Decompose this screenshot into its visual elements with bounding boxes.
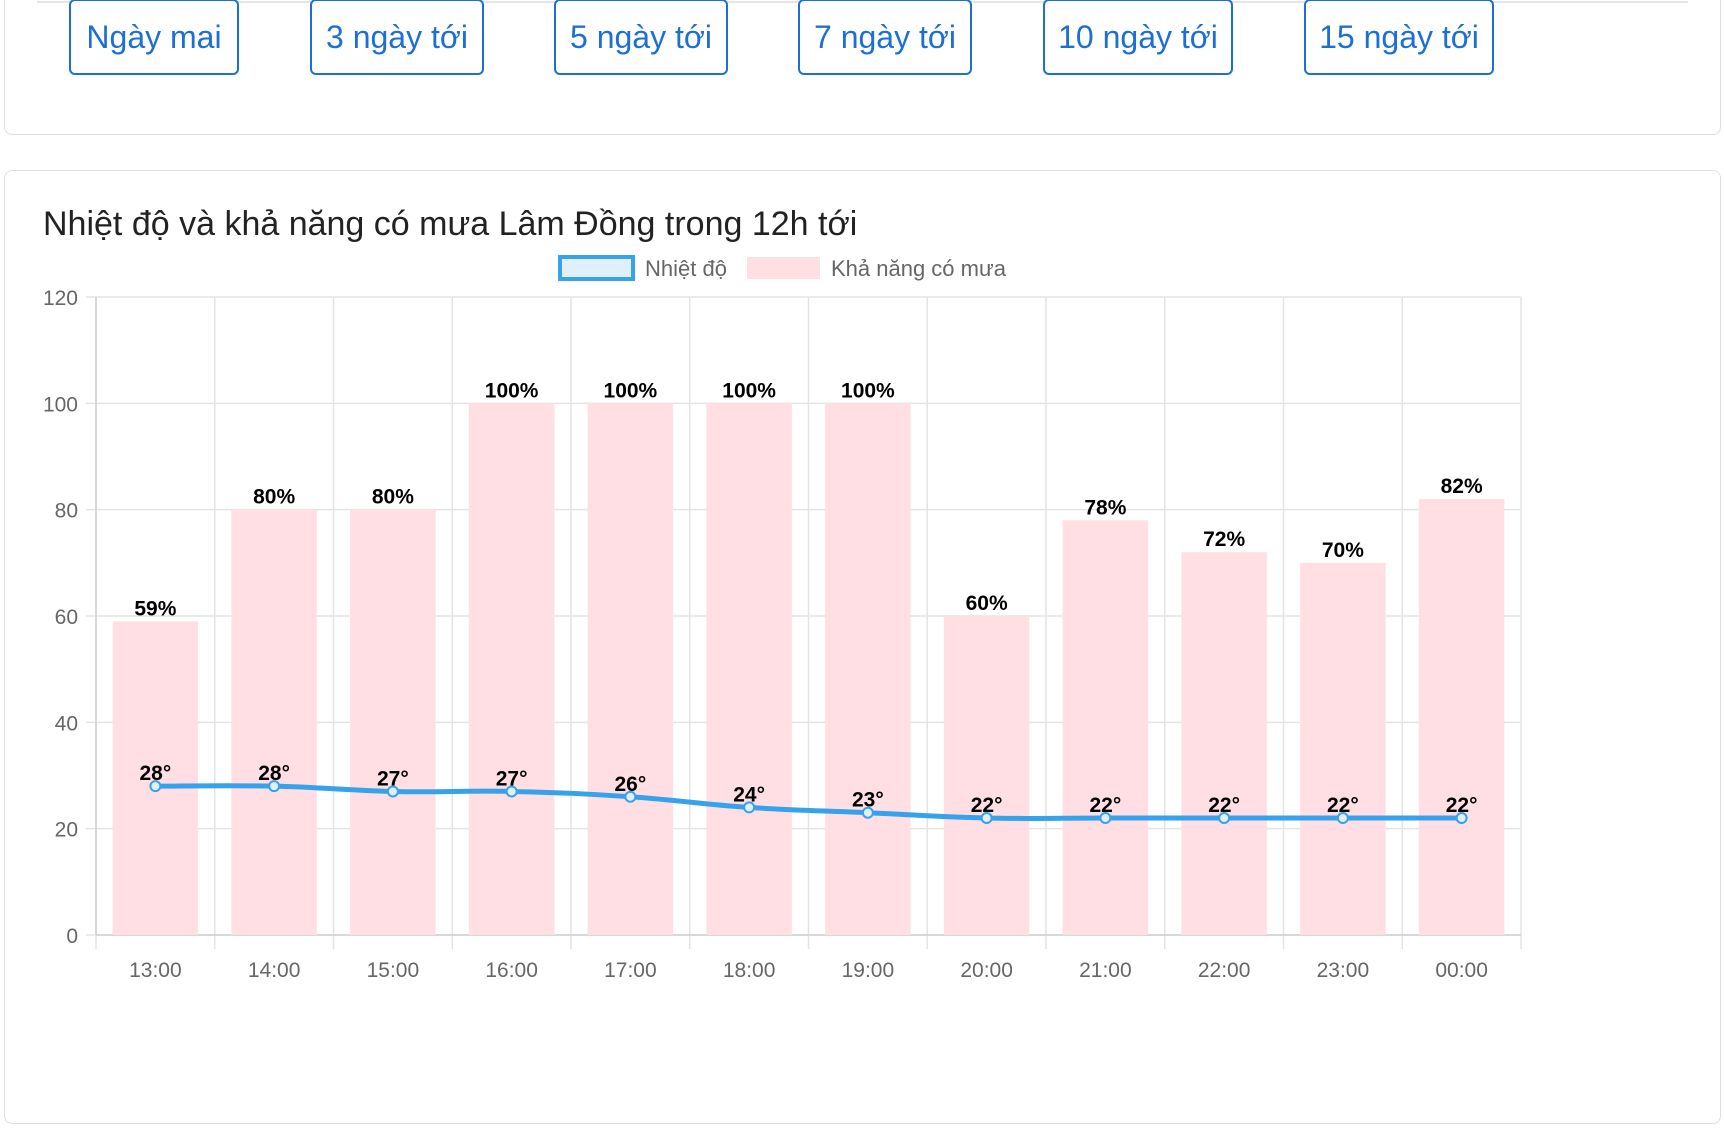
chart-plot: 0 20 40 60 80 100 120 13:00 14:00 15:00 16:00 17:00…: [43, 255, 1522, 982]
temperature-point: [386, 785, 399, 798]
temperature-point: [1099, 812, 1112, 825]
x-tick-label: 00:00: [1435, 959, 1488, 982]
rain-bar: [112, 621, 199, 935]
legend-swatch-rain: [747, 257, 820, 279]
x-tick-label: 23:00: [1317, 959, 1370, 982]
legend-label-temperature: Nhiệt độ: [645, 256, 727, 281]
rain-data-label: 70%: [1322, 539, 1364, 562]
y-tick-label: 100: [43, 393, 78, 416]
next-15-days-button[interactable]: 15 ngày tới: [1304, 0, 1494, 75]
x-tick-label: 21:00: [1079, 959, 1132, 982]
temperature-point: [743, 801, 756, 814]
next-3-days-button[interactable]: 3 ngày tới: [310, 0, 484, 75]
temperature-data-label: 23°: [852, 789, 884, 812]
rain-bar: [943, 616, 1030, 935]
chart-title: Nhiệt độ và khả năng có mưa Lâm Đồng tro…: [43, 205, 858, 243]
rain-data-label: 59%: [134, 597, 176, 620]
rain-bar: [1181, 552, 1267, 935]
rain-bar: [587, 403, 674, 935]
rain-data-label: 78%: [1084, 496, 1126, 519]
temperature-data-label: 28°: [139, 762, 171, 785]
legend-swatch-temperature: [558, 255, 635, 281]
temperature-point: [980, 812, 993, 825]
temperature-data-label: 26°: [614, 773, 646, 796]
x-tick-label: 20:00: [960, 959, 1013, 982]
rain-data-label: 100%: [485, 379, 539, 402]
temperature-data-label: 22°: [971, 794, 1003, 817]
chart-legend: Nhiệt độ Khả năng có mưa: [558, 255, 1007, 281]
x-tick-label: 19:00: [842, 959, 895, 982]
rain-bar: [468, 403, 555, 935]
rain-data-label: 60%: [966, 592, 1008, 615]
x-tick-label: 15:00: [367, 959, 420, 982]
temperature-data-label: 28°: [258, 762, 290, 785]
rain-bar: [825, 403, 911, 935]
temperature-data-label: 22°: [1327, 794, 1359, 817]
rain-data-label: 100%: [841, 379, 895, 402]
next-7-days-button[interactable]: 7 ngày tới: [798, 0, 972, 75]
temperature-point: [1455, 812, 1468, 825]
legend-label-rain: Khả năng có mưa: [831, 256, 1007, 281]
rain-bar: [1062, 520, 1149, 935]
range-selector-card: Ngày mai 3 ngày tới 5 ngày tới 7 ngày tớ…: [4, 0, 1721, 135]
temperature-point: [268, 780, 281, 793]
next-5-days-button[interactable]: 5 ngày tới: [554, 0, 728, 75]
temperature-data-label: 22°: [1446, 794, 1478, 817]
rain-data-label: 82%: [1441, 475, 1483, 498]
rain-bar: [1300, 562, 1386, 935]
temperature-point: [861, 806, 874, 819]
temperature-data-label: 24°: [733, 783, 765, 806]
temperature-point: [1218, 812, 1231, 825]
temperature-point: [505, 785, 518, 798]
temperature-data-label: 22°: [1208, 794, 1240, 817]
rain-bar: [706, 403, 792, 935]
x-tick-label: 13:00: [129, 959, 182, 982]
temperature-data-label: 27°: [377, 767, 409, 790]
x-tick-label: 22:00: [1198, 959, 1251, 982]
x-tick-label: 18:00: [723, 959, 776, 982]
rain-bar: [1418, 499, 1505, 935]
y-tick-label: 80: [55, 500, 78, 523]
temperature-data-label: 22°: [1089, 794, 1121, 817]
next-10-days-button[interactable]: 10 ngày tới: [1043, 0, 1233, 75]
rain-bar: [350, 509, 436, 935]
tomorrow-button[interactable]: Ngày mai: [69, 0, 239, 75]
y-tick-label: 120: [43, 287, 78, 310]
temperature-point: [149, 780, 162, 793]
chart-card: Nhiệt độ và khả năng có mưa Lâm Đồng tro…: [4, 170, 1721, 1124]
rain-bar: [231, 509, 317, 935]
rain-data-label: 80%: [253, 486, 295, 509]
temperature-data-label: 27°: [496, 767, 528, 790]
x-tick-label: 14:00: [248, 959, 301, 982]
temperature-line: [152, 783, 1465, 822]
y-tick-label: 0: [66, 925, 78, 948]
rain-data-label: 100%: [604, 379, 658, 402]
temperature-point: [1336, 812, 1349, 825]
y-tick-label: 40: [55, 712, 78, 735]
x-tick-label: 17:00: [604, 959, 657, 982]
y-tick-label: 60: [55, 606, 78, 629]
rain-data-label: 72%: [1203, 528, 1245, 551]
rain-data-label: 100%: [722, 379, 776, 402]
x-tick-label: 16:00: [485, 959, 538, 982]
y-tick-label: 20: [55, 819, 78, 842]
rain-data-label: 80%: [372, 486, 414, 509]
temperature-point: [624, 790, 637, 803]
